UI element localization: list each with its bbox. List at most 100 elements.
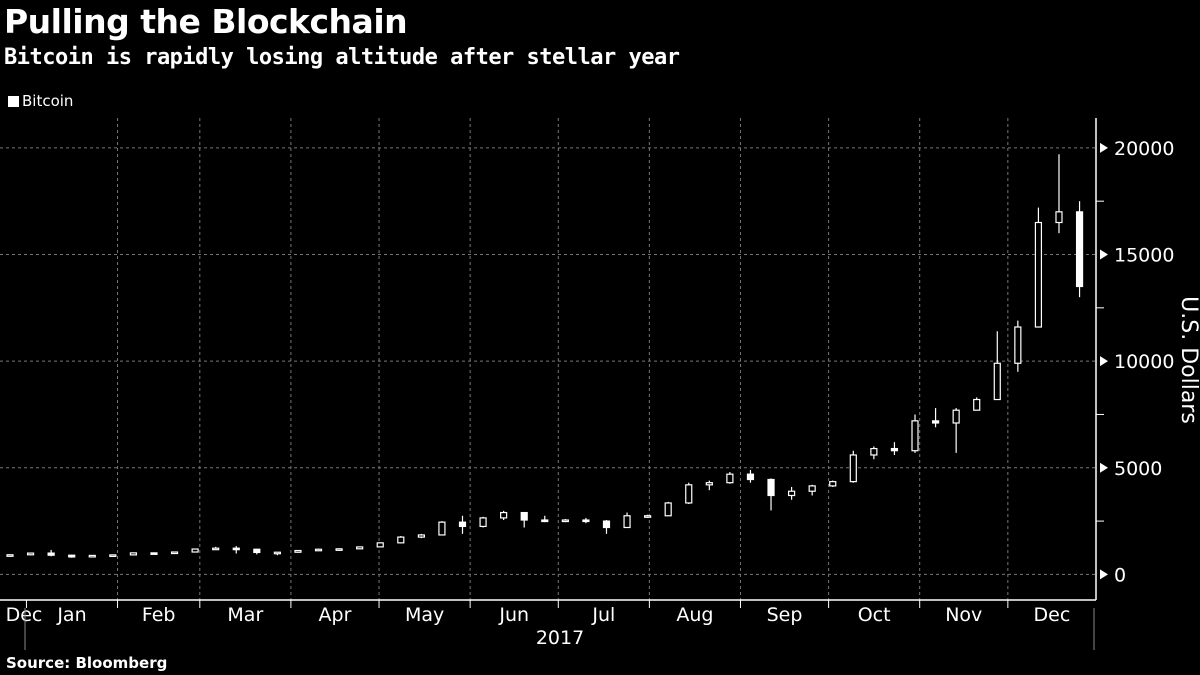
y-tick-label: 10000 <box>1114 351 1174 373</box>
legend-swatch <box>8 95 19 107</box>
candle <box>376 542 384 548</box>
gridlines <box>0 118 1096 600</box>
candle <box>911 414 919 453</box>
candle-body <box>109 554 117 557</box>
candle <box>561 518 569 523</box>
chart-title: Pulling the Blockchain <box>4 2 408 41</box>
x-tick-label-month: Mar <box>227 604 263 626</box>
candle <box>685 482 693 505</box>
candle <box>726 472 734 484</box>
candle-body <box>1055 211 1063 224</box>
candle-body <box>417 534 425 538</box>
x-tick-label-month: Jan <box>56 604 86 626</box>
candle-body <box>561 519 569 523</box>
candle <box>829 480 837 487</box>
candle-body <box>376 542 384 548</box>
candle <box>1034 207 1043 328</box>
candle <box>1075 201 1084 298</box>
candle <box>1014 320 1022 372</box>
x-tick-label-month: Nov <box>945 604 982 626</box>
legend: Bitcoin <box>8 92 73 110</box>
candle-body <box>829 481 837 487</box>
candle-body <box>170 551 179 555</box>
candle <box>335 548 343 551</box>
candle-body <box>458 521 467 528</box>
candle-body <box>1014 326 1022 364</box>
candle-body <box>88 554 96 558</box>
candle <box>26 552 35 556</box>
candle-body <box>1075 211 1084 288</box>
candle <box>993 331 1001 401</box>
candle-body <box>356 546 364 550</box>
x-tick-label-month: Feb <box>142 604 176 626</box>
candle-body <box>787 490 796 497</box>
candle-body <box>685 484 693 504</box>
y-tick-label: 5000 <box>1114 458 1162 480</box>
candle <box>931 408 940 428</box>
candle-body <box>273 551 281 555</box>
candle <box>458 515 467 534</box>
candle-body <box>129 552 138 556</box>
candle <box>500 510 508 521</box>
candle-body <box>212 547 220 551</box>
candle-body <box>314 548 323 552</box>
y-tick-arrow <box>1100 142 1108 153</box>
candle <box>973 397 981 411</box>
candle-body <box>973 398 981 411</box>
candle-body <box>1034 221 1043 328</box>
candle-body <box>68 554 76 558</box>
candle-body <box>602 520 611 529</box>
candle-body <box>253 548 261 554</box>
candle-body <box>47 552 55 556</box>
candle-body <box>705 482 713 486</box>
x-tick-label-month: Dec <box>6 604 43 626</box>
candle-body <box>6 554 14 557</box>
candle-body <box>335 548 343 551</box>
candle <box>582 517 590 524</box>
candle <box>253 548 261 555</box>
candle-body <box>849 454 857 483</box>
candle-body <box>500 511 508 519</box>
candle <box>767 478 775 511</box>
candle <box>109 554 117 557</box>
candle-body <box>911 420 919 452</box>
candle <box>294 549 302 553</box>
y-tick-arrow <box>1100 569 1108 580</box>
x-tick-label-month: Dec <box>1034 604 1071 626</box>
x-tick-label-month: Apr <box>319 604 352 626</box>
candle <box>47 549 55 557</box>
x-tick-label-month: May <box>405 604 444 626</box>
x-tick-label-month: Jul <box>591 604 615 626</box>
candle <box>314 548 323 552</box>
candle <box>212 546 220 551</box>
y-tick-label: 20000 <box>1114 138 1174 160</box>
y-tick-arrow <box>1100 462 1108 473</box>
x-tick-label-month: Oct <box>858 604 891 626</box>
candle-body <box>150 552 158 555</box>
candle-body <box>232 547 240 551</box>
candle <box>541 515 549 523</box>
candle <box>644 514 652 518</box>
candle-body <box>993 362 1001 401</box>
chart-subtitle: Bitcoin is rapidly losing altitude after… <box>4 45 680 70</box>
candle <box>356 546 364 550</box>
candle <box>952 408 960 453</box>
candle <box>170 551 179 555</box>
candle-body <box>808 485 816 492</box>
candle <box>705 480 713 491</box>
candle-body <box>191 548 199 553</box>
candle-body <box>726 473 734 484</box>
candle-body <box>479 517 487 528</box>
candle-body <box>438 521 446 536</box>
candle-body <box>294 549 302 553</box>
source-note: Source: Bloomberg <box>6 654 168 672</box>
y-axis-label: U.S. Dollars <box>1176 296 1200 424</box>
y-tick-arrow <box>1100 356 1108 367</box>
candle-body <box>397 536 405 544</box>
candle-body <box>931 420 940 424</box>
candle <box>890 442 899 455</box>
candle-body <box>541 519 549 523</box>
candle-body <box>520 511 528 521</box>
candle-body <box>26 552 35 556</box>
